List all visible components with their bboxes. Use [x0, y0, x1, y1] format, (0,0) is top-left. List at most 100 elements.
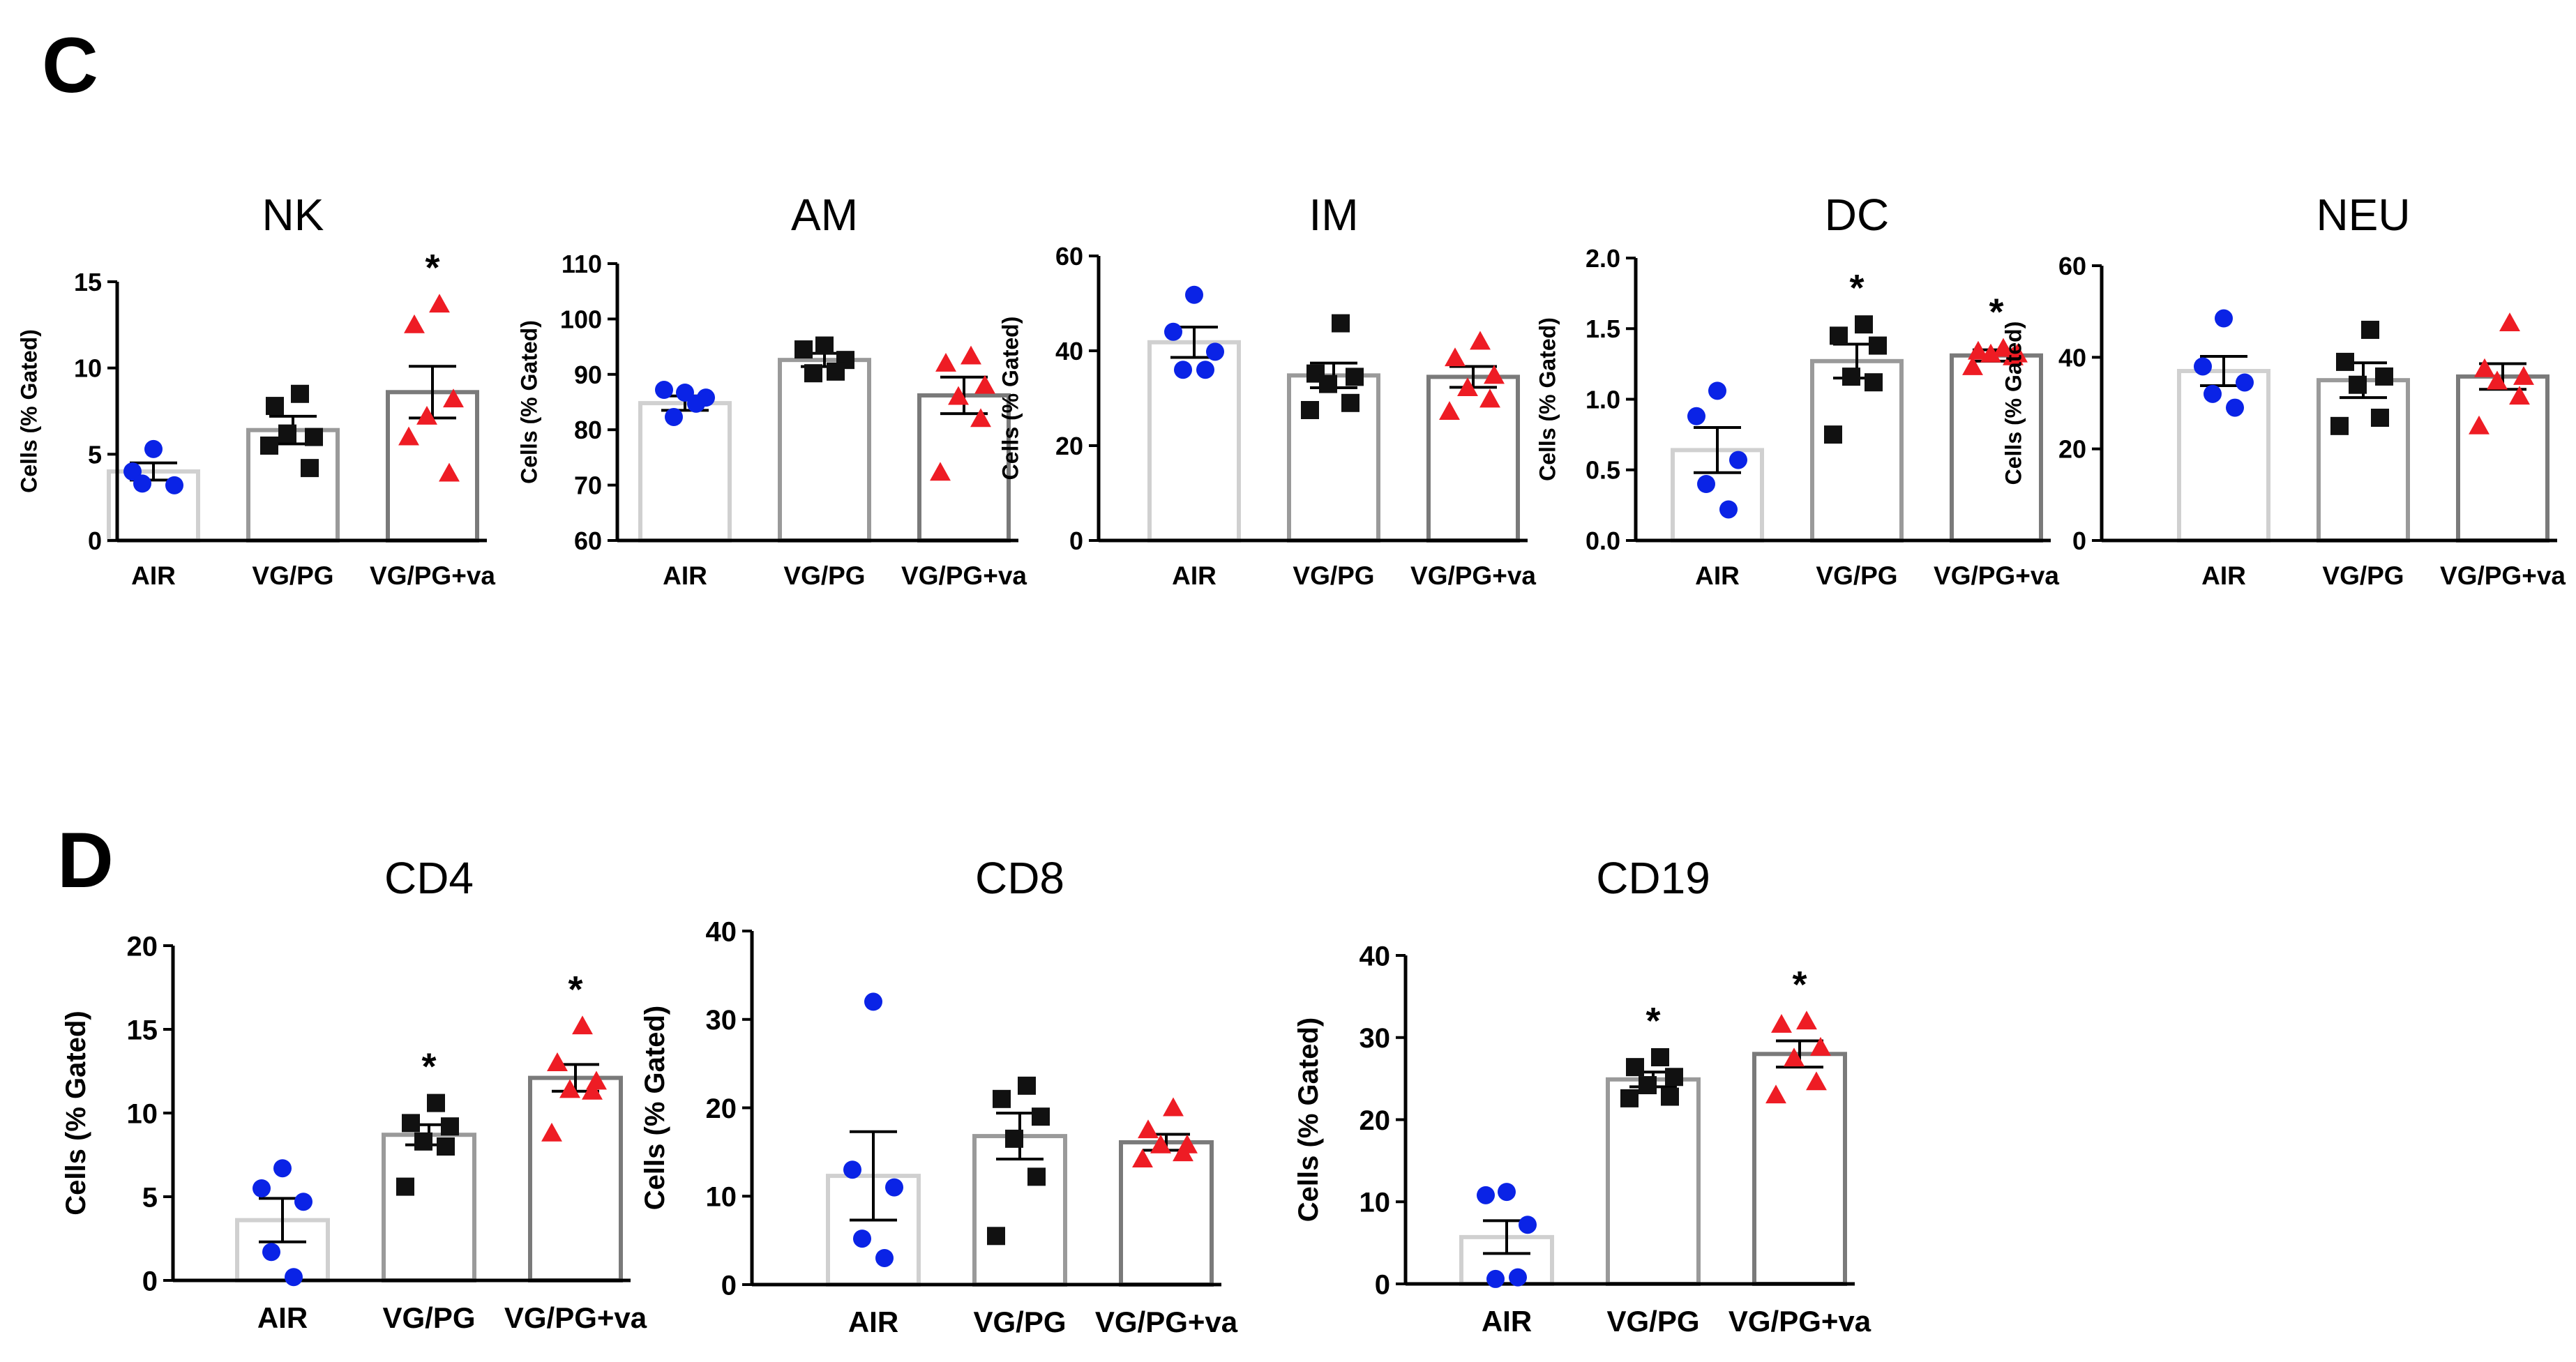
data-point-cd4-1-2 [441, 1117, 459, 1136]
bar-im-air [1147, 340, 1241, 543]
data-point-cd8-0-1 [843, 1160, 861, 1179]
data-point-cd8-1-4 [1027, 1167, 1046, 1186]
data-point-cd19-1-0 [1651, 1048, 1669, 1067]
data-point-im-2-4 [1479, 388, 1500, 408]
chart-neu: NEU 0 20 40 60 Cells (% Gated) AIR VG/PG VG/PG+v… [2001, 190, 2566, 590]
y-tick-label-nk-0: 0 [88, 527, 102, 555]
data-point-im-2-3 [1457, 377, 1478, 396]
bar-neu-vg-pg [2317, 378, 2410, 543]
data-point-am-1-0 [815, 336, 834, 355]
chart-cd8: CD8 0 10 20 30 40 Cells (% Gated) AIR VG/PG VG/PG… [640, 853, 1238, 1338]
category-label-dc-2: VG/PG+va [1934, 561, 2059, 590]
bar-dc-vg-pg-va [1950, 353, 2043, 543]
data-point-im-1-3 [1319, 374, 1337, 393]
data-point-dc-1-4 [1865, 373, 1883, 392]
significance-star-cd4-2: * [568, 969, 582, 1011]
data-point-neu-1-5 [2330, 416, 2349, 435]
data-point-nk-0-3 [133, 474, 151, 493]
data-point-cd8-0-0 [864, 992, 882, 1011]
data-point-cd19-0-4 [1509, 1268, 1527, 1287]
data-point-nk-2-2 [443, 388, 464, 408]
data-point-dc-1-5 [1824, 425, 1842, 444]
y-tick-label-dc-3: 1.5 [1585, 315, 1620, 343]
data-point-cd19-2-5 [1765, 1084, 1786, 1104]
category-label-cd8-1: VG/PG [973, 1306, 1066, 1338]
data-point-cd19-0-0 [1498, 1183, 1516, 1202]
chart-title-cd19: CD19 [1596, 853, 1710, 903]
y-tick-label-nk-3: 15 [74, 268, 102, 296]
data-point-im-1-4 [1341, 393, 1359, 412]
y-tick-label-dc-4: 2.0 [1585, 244, 1620, 273]
data-point-am-1-3 [804, 364, 822, 383]
chart-title-dc: DC [1825, 190, 1889, 240]
data-point-neu-2-3 [2487, 370, 2508, 390]
data-point-cd4-1-4 [437, 1137, 455, 1156]
panel-letter-d: D [57, 817, 114, 904]
y-axis-label-cd8: Cells (% Gated) [640, 1006, 670, 1210]
data-point-cd8-1-1 [993, 1089, 1011, 1108]
data-point-cd4-1-5 [396, 1177, 414, 1196]
data-point-am-1-4 [827, 362, 845, 381]
data-point-dc-2-4 [2003, 346, 2024, 365]
data-point-cd19-1-3 [1639, 1076, 1657, 1095]
data-point-dc-2-5 [1962, 356, 1983, 375]
significance-star-dc-1: * [1849, 267, 1864, 309]
category-label-dc-0: AIR [1695, 561, 1740, 590]
chart-title-im: IM [1309, 190, 1358, 240]
data-point-cd4-0-4 [285, 1268, 303, 1287]
data-point-neu-2-2 [2513, 365, 2534, 385]
category-label-neu-0: AIR [2201, 561, 2246, 590]
data-point-cd4-1-1 [402, 1114, 420, 1133]
category-label-am-1: VG/PG [783, 561, 865, 590]
data-point-im-0-1 [1164, 322, 1182, 341]
data-point-dc-0-4 [1719, 500, 1738, 519]
y-tick-label-am-3: 90 [574, 361, 602, 389]
data-point-am-2-2 [974, 374, 995, 394]
data-point-cd19-1-2 [1665, 1068, 1683, 1087]
data-point-neu-0-0 [2215, 309, 2233, 328]
significance-star-nk-2: * [425, 247, 439, 289]
data-point-cd19-0-3 [1486, 1269, 1505, 1288]
data-point-dc-0-0 [1708, 381, 1726, 400]
bar-neu-air [2177, 369, 2270, 543]
data-point-nk-0-0 [144, 439, 163, 458]
y-tick-label-nk-1: 5 [88, 440, 102, 469]
y-tick-label-cd8-1: 10 [706, 1182, 737, 1213]
data-point-dc-2-1 [1968, 340, 1989, 360]
data-point-neu-1-4 [2371, 409, 2389, 427]
data-point-dc-0-1 [1687, 407, 1705, 425]
category-label-im-2: VG/PG+va [1410, 561, 1536, 590]
data-point-cd8-0-3 [853, 1229, 871, 1248]
y-tick-label-im-2: 40 [1055, 337, 1083, 365]
data-point-neu-2-0 [2499, 312, 2520, 332]
data-point-im-2-1 [1445, 347, 1466, 367]
data-point-cd4-0-0 [273, 1159, 292, 1178]
chart-nk: NK 0 5 10 15 Cells (% Gated) AIR VG/PG VG/PG+va * [16, 190, 495, 590]
category-label-im-1: VG/PG [1293, 561, 1374, 590]
category-label-cd19-2: VG/PG+va [1728, 1305, 1871, 1338]
bar-am-vg-pg-va [917, 393, 1011, 543]
data-point-cd8-1-0 [1018, 1076, 1036, 1095]
category-label-nk-1: VG/PG [252, 561, 333, 590]
y-tick-label-cd19-2: 20 [1359, 1105, 1391, 1136]
y-axis-label-neu: Cells (% Gated) [2001, 321, 2026, 485]
y-tick-label-am-4: 100 [560, 305, 602, 333]
y-tick-label-cd8-4: 40 [706, 916, 737, 947]
category-label-cd4-1: VG/PG [382, 1301, 475, 1334]
y-axis-label-dc: Cells (% Gated) [1535, 317, 1560, 481]
y-tick-label-am-2: 80 [574, 416, 602, 444]
data-point-cd19-2-0 [1796, 1011, 1817, 1030]
data-point-cd19-1-5 [1620, 1089, 1639, 1107]
category-label-nk-2: VG/PG+va [370, 561, 495, 590]
data-point-nk-2-3 [416, 405, 437, 425]
data-point-nk-0-2 [165, 476, 183, 494]
data-point-im-2-5 [1439, 401, 1460, 420]
category-label-neu-2: VG/PG+va [2440, 561, 2566, 590]
y-tick-label-cd19-1: 10 [1359, 1188, 1391, 1218]
data-point-am-2-3 [948, 386, 969, 405]
data-point-im-1-2 [1346, 368, 1364, 386]
category-label-nk-0: AIR [131, 561, 176, 590]
chart-im: IM 0 20 40 60 Cells (% Gated) AIR VG/PG VG/PG+va [997, 190, 1536, 590]
y-tick-label-dc-0: 0.0 [1585, 527, 1620, 555]
data-point-im-1-0 [1332, 314, 1350, 333]
